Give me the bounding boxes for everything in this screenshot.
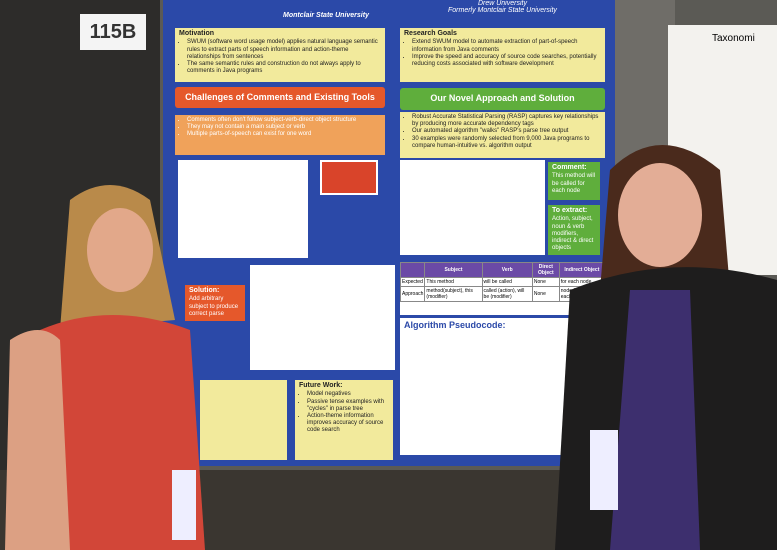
side-title: Taxonomi [712,33,755,44]
booth-sign: 115B [80,14,146,50]
bullet: Multiple parts-of-speech can exist for o… [187,131,381,138]
bullet: They may not contain a main subject or v… [187,124,381,131]
bullet: Our automated algorithm "walks" RASP's p… [412,128,601,135]
badge-right [590,430,618,510]
face-left [87,208,153,292]
approach-box: Robust Accurate Statistical Parsing (RAS… [400,112,605,158]
th: Direct Object [531,262,560,278]
motivation: Motivation SWUM (software word usage mode… [175,28,385,82]
approach-bar: Our Novel Approach and Solution [400,88,605,110]
comment-box: Comment: This method will be called for e… [548,162,600,200]
bullet: The same semantic rules and construction… [187,61,381,75]
text: Action, subject, noun & verb modifiers, … [552,216,594,252]
title: Algorithm Pseudocode: [404,320,506,330]
bullet: Comments often don't follow subject-verb… [187,117,381,124]
challenges-bar: Challenges of Comments and Existing Tool… [175,87,385,108]
blouse-right [610,290,700,550]
bullet: SWUM (software word usage model) applies… [187,39,381,61]
affil: Drew University [477,0,527,7]
solution-box: Solution: Add arbitrary subject to produc… [185,285,245,321]
td: Approach [399,286,426,302]
future-box: Future Work: Model negativesPassive tense… [295,380,393,460]
parse-tree-fixed [250,265,395,370]
arm-left [5,330,70,550]
bullet: Improve the speed and accuracy of source… [412,54,601,68]
title: To extract: [552,207,588,214]
td: method(subject), this (modifier) [424,286,483,302]
bullet: 30 examples were randomly selected from … [412,136,601,150]
title: Solution: [189,287,220,294]
contributions-box [200,380,287,460]
title: Comment: [552,164,587,171]
title: Motivation [179,30,214,37]
title: Future Work: [299,382,343,389]
td: called (action), will be (modifier) [481,286,533,302]
text: This method will be called for each node [552,173,596,194]
badge-left [172,470,196,540]
text: Add arbitrary subject to produce correct… [189,296,239,317]
affil: Formerly Montclair State University [448,7,557,14]
bullet: Action-theme information improves accura… [307,413,389,435]
bullet: Extend SWUM model to automate extraction… [412,39,601,53]
dependency-graph [400,160,545,255]
goals: Research Goals Extend SWUM model to autom… [400,28,605,82]
bullet: Passive tense examples with "cycles" in … [307,399,389,413]
bullet: Robust Accurate Statistical Parsing (RAS… [412,114,601,128]
title: Research Goals [404,30,457,37]
callout [320,160,378,195]
bullet: Model negatives [307,391,389,398]
extract-box: To extract: Action, subject, noun & verb … [548,205,600,255]
challenges-box: Comments often don't follow subject-verb… [175,115,385,155]
td: None [531,286,560,302]
header-right: Drew University Formerly Montclair State … [448,0,557,14]
top-left [30,315,205,550]
face-right [618,163,702,267]
parse-tree [178,160,308,258]
header-left: Montclair State University [283,12,369,19]
